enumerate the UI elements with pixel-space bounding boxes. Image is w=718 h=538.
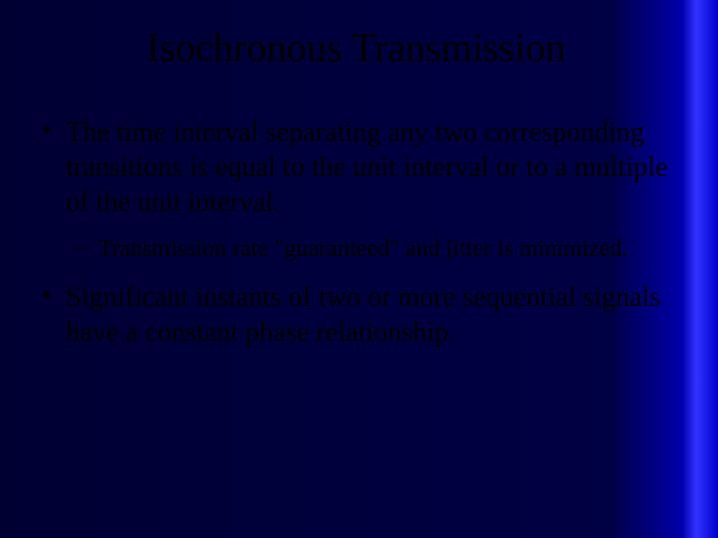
sub-item: – Transmission rate "guaranteed" and jit…	[76, 234, 670, 264]
sub-list: – Transmission rate "guaranteed" and jit…	[76, 234, 670, 264]
bullet-item: • The time interval separating any two c…	[42, 115, 670, 220]
bullet-text: The time interval separating any two cor…	[66, 115, 670, 220]
bullet-marker-icon: •	[42, 282, 52, 310]
bullet-marker-icon: •	[42, 117, 52, 145]
bullet-text: Significant instants of two or more sequ…	[66, 280, 670, 350]
slide: Isochronous Transmission • The time inte…	[0, 0, 718, 538]
bullet-list: • The time interval separating any two c…	[42, 115, 670, 350]
slide-title: Isochronous Transmission	[42, 24, 670, 71]
dash-marker-icon: –	[76, 234, 88, 263]
sub-text: Transmission rate "guaranteed" and jitte…	[98, 234, 628, 264]
bullet-item: • Significant instants of two or more se…	[42, 280, 670, 350]
